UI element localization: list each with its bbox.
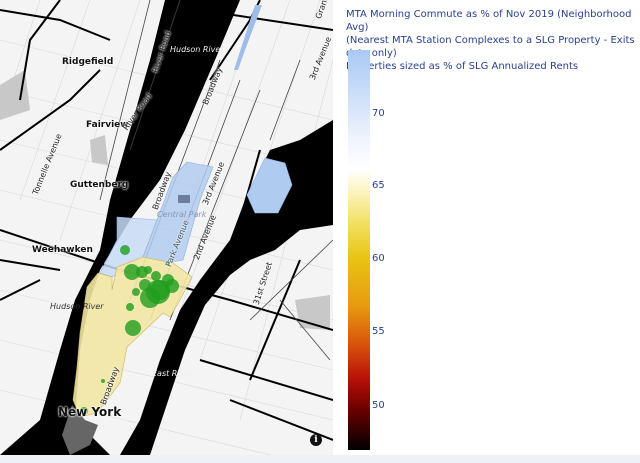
place-label: Weehawken (32, 245, 93, 255)
property-marker (124, 264, 140, 280)
property-marker (151, 271, 161, 281)
legend-title-line: Properties sized as % of SLG Annualized … (346, 61, 579, 72)
map-canvas[interactable] (0, 0, 333, 455)
property-marker (101, 379, 105, 383)
property-marker (125, 320, 141, 336)
colorbar-tick: 65 (372, 180, 385, 191)
colorbar-tick: 50 (372, 400, 385, 411)
colorbar-tick: 60 (372, 253, 385, 264)
map[interactable]: Ridgefield Fairview Guttenberg Weehawken… (0, 0, 333, 455)
water-label: East River (152, 369, 193, 378)
property-marker (132, 288, 140, 296)
property-marker (139, 279, 151, 291)
central-park-lake (178, 195, 190, 203)
info-icon[interactable]: i (310, 434, 322, 446)
water-label: Hudson River (170, 45, 224, 54)
property-marker (144, 266, 152, 274)
bottom-strip (0, 455, 640, 463)
colorbar-legend: MTA Morning Commute as % of Nov 2019 (Ne… (346, 8, 640, 73)
colorbar-tick: 70 (372, 108, 385, 119)
park-label: Central Park (157, 210, 207, 219)
area-harlem-river (234, 5, 262, 70)
property-marker (166, 261, 170, 265)
place-label: Ridgefield (62, 57, 114, 67)
place-label: Guttenberg (70, 180, 129, 190)
property-marker (146, 280, 170, 304)
colorbar (348, 50, 370, 450)
property-marker (120, 245, 130, 255)
area-lower-tip (62, 405, 98, 455)
property-marker (126, 303, 134, 311)
legend-title-line: MTA Morning Commute as % of Nov 2019 (Ne… (346, 9, 632, 33)
legend-title-line: (Nearest MTA Station Complexes to a SLG … (346, 35, 635, 59)
area-randalls-island (246, 157, 293, 214)
colorbar-tick: 55 (372, 326, 385, 337)
property-markers[interactable] (80, 245, 179, 415)
water-label: Hudson River (50, 302, 104, 311)
place-label: Fairview (86, 120, 129, 130)
property-marker (80, 407, 88, 415)
place-label: New York (58, 405, 122, 419)
